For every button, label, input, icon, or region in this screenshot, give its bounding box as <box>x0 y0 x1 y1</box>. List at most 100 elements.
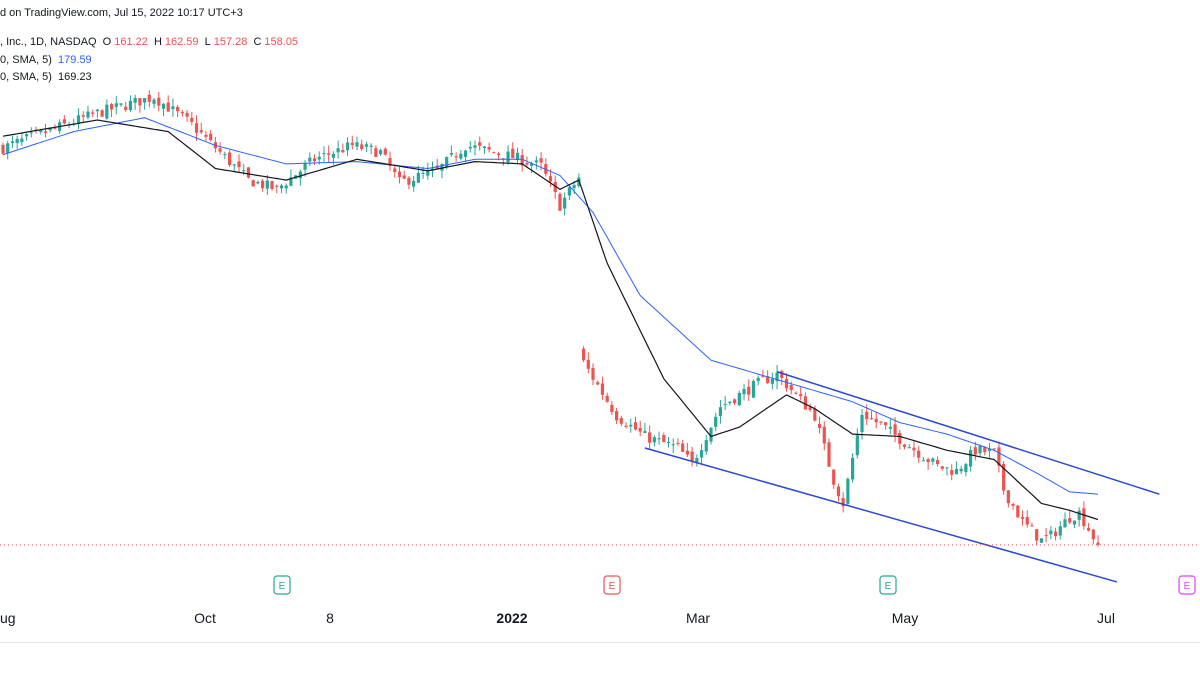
candle <box>6 140 10 160</box>
x-tick-label: Jul <box>1097 610 1115 626</box>
candle <box>185 110 189 122</box>
candle <box>350 135 354 150</box>
candle <box>997 441 1001 473</box>
candle <box>718 399 723 424</box>
candle <box>879 421 883 426</box>
candle <box>615 407 619 425</box>
sma-slow-label: 0, SMA, 5) <box>0 54 52 66</box>
candle <box>633 416 638 431</box>
candle <box>412 175 416 192</box>
candle <box>161 102 166 117</box>
candle <box>676 438 680 446</box>
candle <box>397 166 402 184</box>
candle <box>194 115 199 141</box>
trendline-lower[interactable] <box>644 447 1118 583</box>
candle <box>1091 528 1095 544</box>
candle <box>1 142 5 156</box>
candle <box>638 420 642 437</box>
candle <box>364 141 369 153</box>
candle <box>105 99 109 120</box>
candle <box>223 151 227 160</box>
candle <box>836 483 841 502</box>
sma-fast-legend[interactable]: 0, SMA, 5) 169.23 <box>0 71 95 83</box>
candle <box>76 108 81 130</box>
candle <box>265 175 269 195</box>
candle <box>25 133 29 141</box>
candle <box>171 98 175 117</box>
candle <box>619 415 623 427</box>
close-value: 158.05 <box>264 36 299 48</box>
candle <box>921 457 925 462</box>
candle <box>959 465 963 474</box>
candle <box>81 111 85 123</box>
sma-slow-legend[interactable]: 0, SMA, 5) 179.59 <box>0 54 95 66</box>
sma-slow-line <box>2 117 1099 495</box>
candle <box>671 438 675 454</box>
candle <box>624 422 628 429</box>
candle <box>308 152 312 167</box>
low-value: 157.28 <box>213 36 248 48</box>
earnings-marker: E <box>879 575 897 595</box>
candle <box>935 456 940 467</box>
candle <box>940 466 944 471</box>
candle <box>851 453 855 483</box>
candle <box>109 102 114 118</box>
candle <box>907 444 911 449</box>
candle <box>393 165 397 178</box>
candle <box>563 192 567 216</box>
candle <box>600 376 605 401</box>
open-label: O <box>102 36 112 48</box>
low-label: L <box>204 36 211 48</box>
candle <box>360 139 364 151</box>
candle <box>898 430 902 450</box>
channel-trendlines[interactable] <box>644 371 1160 583</box>
x-tick-label: ug <box>0 610 16 626</box>
candle <box>893 416 897 443</box>
candle <box>662 432 666 443</box>
close-label: C <box>253 36 262 48</box>
candle <box>737 390 741 407</box>
candle <box>586 352 590 374</box>
candle <box>803 392 807 410</box>
candle <box>973 441 977 461</box>
candle <box>733 398 737 406</box>
candle <box>166 95 170 112</box>
candle <box>327 145 331 163</box>
candle <box>289 169 293 187</box>
candle <box>567 185 571 201</box>
candle <box>1020 510 1025 526</box>
candle <box>1002 460 1006 496</box>
candle <box>435 158 439 170</box>
candle <box>643 422 647 434</box>
candle <box>983 446 987 456</box>
candle <box>841 492 845 513</box>
candle <box>704 435 708 455</box>
candle <box>468 141 472 153</box>
candle <box>964 462 968 477</box>
candle <box>190 111 194 126</box>
candle <box>832 469 836 489</box>
candle <box>855 428 859 459</box>
candle <box>473 140 477 156</box>
candle <box>558 192 562 211</box>
candle <box>114 96 118 115</box>
candle <box>180 109 184 117</box>
candle <box>747 379 751 401</box>
candle <box>950 464 954 481</box>
candle <box>685 442 689 458</box>
candle <box>954 461 959 475</box>
candle <box>1096 535 1100 547</box>
candle <box>379 148 383 156</box>
candle <box>548 169 553 187</box>
candle <box>227 150 232 167</box>
candle <box>341 143 345 154</box>
earnings-marker-label: E <box>885 581 892 592</box>
candle <box>1006 490 1010 508</box>
candle <box>176 104 180 118</box>
candle <box>62 115 66 125</box>
trendline-upper[interactable] <box>776 371 1160 495</box>
candle <box>912 441 916 457</box>
candle <box>534 156 538 170</box>
